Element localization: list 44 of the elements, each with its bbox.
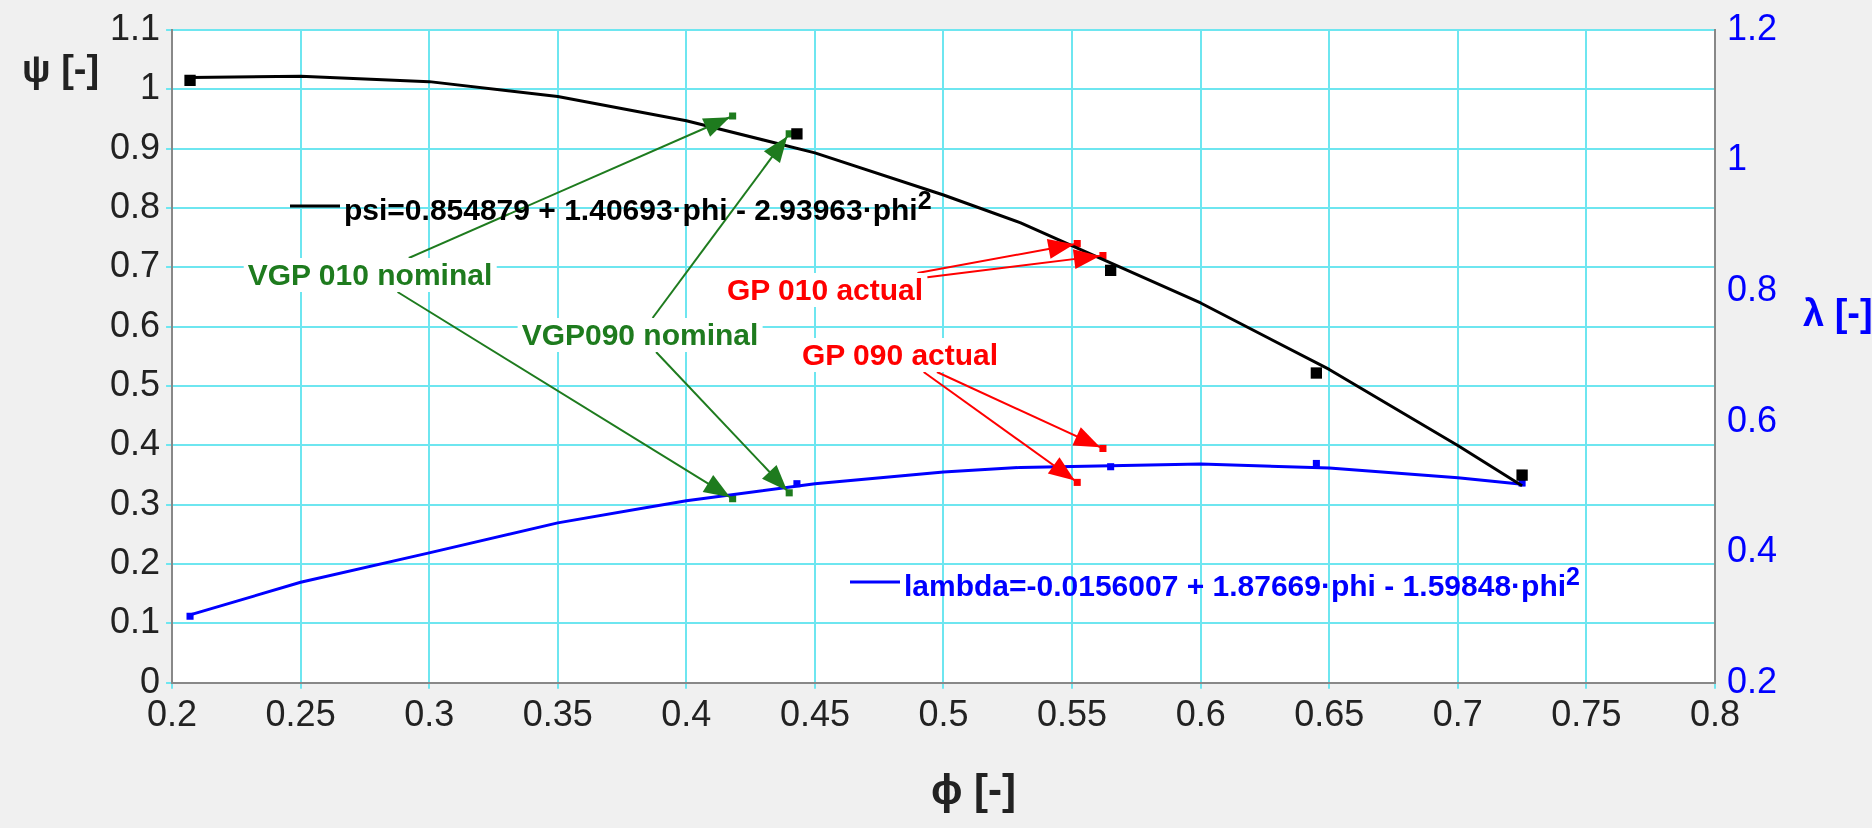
annotation: GP 090 actual — [797, 338, 1003, 372]
x-tick-label: 0.7 — [1432, 693, 1483, 735]
y2-tick-label: 1 — [1726, 137, 1747, 179]
point — [791, 128, 803, 140]
x-tick-label: 0.35 — [522, 693, 593, 735]
y-tick-label: 0.8 — [110, 184, 161, 226]
y-tick-label: 0 — [140, 659, 161, 701]
point — [1073, 478, 1081, 486]
y-tick-label: 0.4 — [110, 422, 161, 464]
x-tick-label: 0.6 — [1175, 693, 1226, 735]
point — [1104, 264, 1117, 277]
y2-axis-title: λ [-] — [1802, 292, 1872, 335]
x-tick-label: 0.75 — [1551, 693, 1622, 735]
y2-tick-label: 0.6 — [1726, 398, 1777, 440]
x-tick-label: 0.3 — [404, 693, 455, 735]
y2-tick-label: 0.8 — [1726, 268, 1777, 310]
point — [1516, 469, 1528, 481]
annotation: VGP090 nominal — [517, 318, 763, 352]
y2-tick-label: 0.4 — [1726, 529, 1777, 571]
point — [1310, 367, 1323, 379]
y-tick-label: 0.2 — [110, 541, 161, 583]
x-tick-label: 0.5 — [918, 693, 969, 735]
y-tick-label: 0.9 — [110, 125, 161, 167]
annotation: GP 010 actual — [722, 273, 928, 307]
y-tick-label: 0.5 — [110, 362, 161, 404]
y-tick-label: 0.7 — [110, 244, 161, 286]
point — [729, 112, 737, 120]
x-tick-label: 0.55 — [1037, 693, 1108, 735]
x-tick-label: 0.25 — [265, 693, 336, 735]
y-tick-label: 1 — [140, 66, 161, 108]
x-axis-title: ϕ [-] — [930, 766, 1017, 814]
y2-tick-label: 1.2 — [1726, 6, 1777, 48]
x-tick-label: 0.45 — [779, 693, 850, 735]
x-tick-label: 0.65 — [1294, 693, 1365, 735]
y-tick-label: 0.1 — [110, 600, 161, 642]
y-axis-title: ψ [-] — [22, 48, 100, 91]
y-tick-label: 0.3 — [110, 481, 161, 523]
y-tick-label: 1.1 — [110, 6, 161, 48]
y-tick-label: 0.6 — [110, 303, 161, 345]
point — [785, 489, 793, 497]
point — [1073, 240, 1081, 248]
point — [1099, 444, 1107, 452]
annotation: VGP 010 nominal — [243, 258, 497, 292]
x-tick-label: 0.4 — [661, 693, 712, 735]
